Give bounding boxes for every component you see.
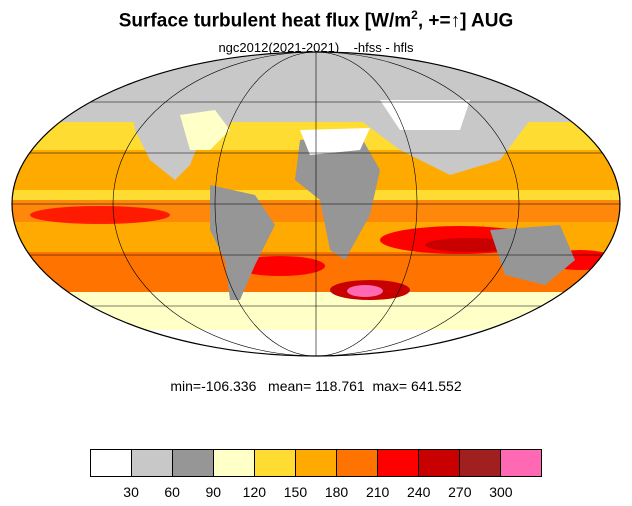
antarctica-land [130, 340, 500, 356]
title-main: Surface turbulent heat flux [W/m [118, 10, 412, 32]
map-title: Surface turbulent heat flux [W/m2, +=↑] … [0, 8, 632, 32]
colorbar-box [501, 450, 541, 476]
colorbar-ticks: 30 60 90 120 150 180 210 240 270 300 [90, 484, 542, 502]
graticule [12, 52, 620, 356]
colorbar-tick-label: 300 [489, 484, 513, 500]
colorbar-box [378, 450, 419, 476]
colorbar-box [419, 450, 460, 476]
colorbar-tick-label: 180 [324, 484, 349, 500]
colorbar [90, 449, 542, 477]
colorbar-box [91, 450, 132, 476]
colorbar-tick-label: 210 [365, 484, 390, 500]
colorbar-box [255, 450, 296, 476]
colorbar-box [296, 450, 337, 476]
colorbar-tick-label: 240 [407, 484, 431, 500]
colorbar-tick-label: 90 [205, 484, 222, 500]
title-superscript: 2 [411, 8, 418, 22]
central-asia-land [380, 100, 470, 130]
colorbar-box [132, 450, 173, 476]
indian-ocean-peak [425, 238, 515, 252]
colorbar-box [173, 450, 214, 476]
colorbar-tick-label: 60 [164, 484, 180, 500]
colorbar-box [337, 450, 378, 476]
agulhas-max-flux [347, 285, 383, 297]
colorbar-tick-label: 30 [123, 484, 139, 500]
globe-outline [11, 51, 621, 357]
south-america-land [210, 185, 275, 300]
south-atlantic-high-flux [235, 256, 325, 276]
colorbar-tick-label: 270 [448, 484, 472, 500]
colorbar-box [460, 450, 501, 476]
sahara-land [300, 128, 370, 155]
stats-line: min=-106.336 mean= 118.761 max= 641.552 [170, 378, 462, 394]
north-america-interior [180, 110, 230, 150]
colorbar-box [214, 450, 255, 476]
colorbar-tick-label: 120 [242, 484, 267, 500]
colorbar-tick-label: 150 [283, 484, 308, 500]
map-subtitle: ngc2012(2021-2021) -hfss - hfls [218, 40, 414, 55]
greenland-land [235, 60, 290, 115]
east-pacific-high-flux [30, 206, 170, 224]
title-rest: , +=↑] AUG [417, 10, 514, 32]
